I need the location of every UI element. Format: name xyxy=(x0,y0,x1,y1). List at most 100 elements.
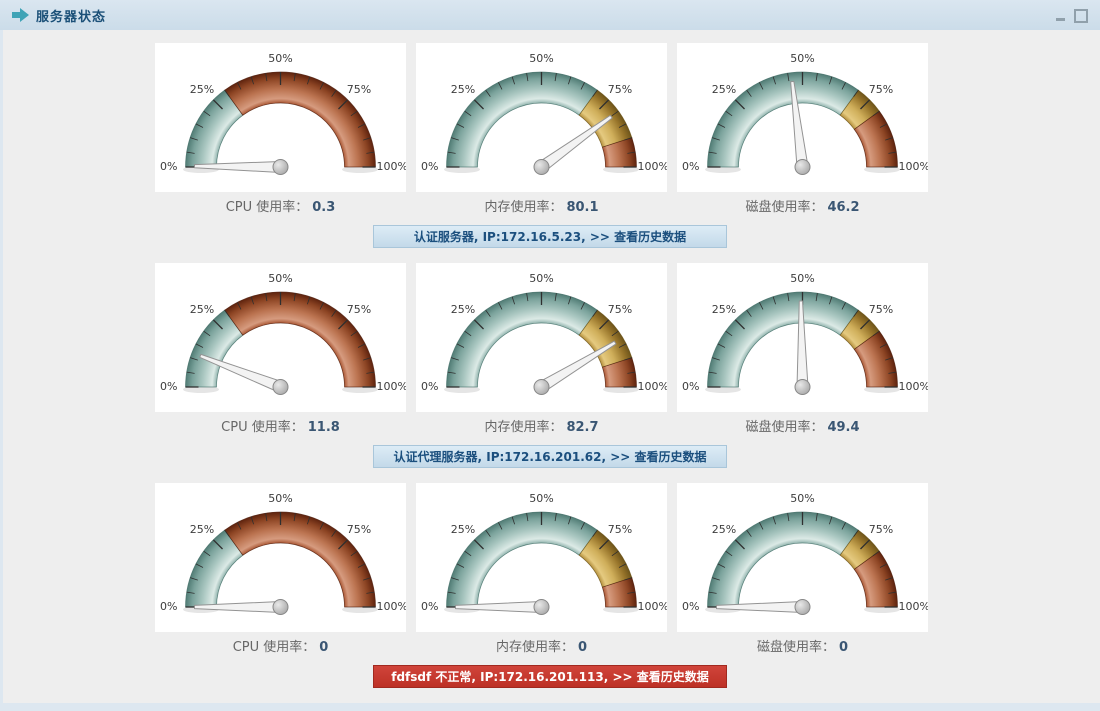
metric-value: 80.1 xyxy=(566,200,599,215)
title-bar: 服务器状态 xyxy=(0,0,1100,30)
svg-text:100%: 100% xyxy=(899,600,929,613)
svg-text:25%: 25% xyxy=(712,523,736,536)
gauge-panel-cpu: 0% 25% 50% 75% 100% xyxy=(155,483,406,632)
svg-text:0%: 0% xyxy=(160,380,177,393)
gauge-panel-cpu: 0% 25% 50% 75% 100% xyxy=(155,263,406,412)
maximize-button[interactable] xyxy=(1074,9,1088,23)
metric-label-row: CPU 使用率： 0 内存使用率： 0 磁盘使用率： 0 xyxy=(155,636,1100,655)
svg-text:100%: 100% xyxy=(377,380,407,393)
disk-usage-label: 磁盘使用率： 0 xyxy=(677,636,928,655)
metric-name: 内存使用率： xyxy=(484,420,563,435)
svg-text:100%: 100% xyxy=(899,160,929,173)
arrow-right-icon xyxy=(12,8,29,22)
svg-text:100%: 100% xyxy=(377,600,407,613)
server-block: 0% 25% 50% 75% 100% 0% 25% 50% 75% 100% 0% 25% 50%… xyxy=(0,263,1100,468)
svg-text:50%: 50% xyxy=(790,52,814,65)
memory-usage-label: 内存使用率： 82.7 xyxy=(416,416,667,435)
metric-name: 磁盘使用率： xyxy=(745,200,824,215)
svg-text:75%: 75% xyxy=(608,303,632,316)
metric-name: CPU 使用率： xyxy=(232,640,316,655)
svg-text:0%: 0% xyxy=(682,160,699,173)
svg-text:100%: 100% xyxy=(899,380,929,393)
svg-text:75%: 75% xyxy=(347,83,371,96)
metric-value: 49.4 xyxy=(827,420,860,435)
cpu-gauge-chart: 0% 25% 50% 75% 100% xyxy=(155,43,406,192)
cpu-gauge-chart: 0% 25% 50% 75% 100% xyxy=(155,263,406,412)
server-history-link-banner[interactable]: 认证代理服务器, IP:172.16.201.62, >> 查看历史数据 xyxy=(373,445,727,468)
svg-text:0%: 0% xyxy=(682,600,699,613)
disk-gauge-chart: 0% 25% 50% 75% 100% xyxy=(677,43,928,192)
metric-value: 46.2 xyxy=(827,200,860,215)
svg-text:100%: 100% xyxy=(638,160,668,173)
metric-value: 0 xyxy=(319,640,329,655)
cpu-usage-label: CPU 使用率： 11.8 xyxy=(155,416,406,435)
svg-text:75%: 75% xyxy=(608,83,632,96)
cpu-gauge-chart: 0% 25% 50% 75% 100% xyxy=(155,483,406,632)
svg-text:25%: 25% xyxy=(190,523,214,536)
svg-text:25%: 25% xyxy=(190,83,214,96)
svg-text:75%: 75% xyxy=(347,303,371,316)
memory-usage-label: 内存使用率： 80.1 xyxy=(416,196,667,215)
metric-value: 11.8 xyxy=(307,420,340,435)
disk-gauge-chart: 0% 25% 50% 75% 100% xyxy=(677,483,928,632)
metric-label-row: CPU 使用率： 0.3 内存使用率： 80.1 磁盘使用率： 46.2 xyxy=(155,196,1100,215)
server-alert-history-link-banner[interactable]: fdfsdf 不正常, IP:172.16.201.113, >> 查看历史数据 xyxy=(373,665,727,688)
gauge-row: 0% 25% 50% 75% 100% 0% 25% 50% 75% 100% 0% 25% 50%… xyxy=(155,43,1100,192)
svg-text:25%: 25% xyxy=(451,303,475,316)
svg-text:25%: 25% xyxy=(712,303,736,316)
server-block: 0% 25% 50% 75% 100% 0% 25% 50% 75% 100% 0% 25% 50%… xyxy=(0,43,1100,248)
svg-text:75%: 75% xyxy=(347,523,371,536)
server-block: 0% 25% 50% 75% 100% 0% 25% 50% 75% 100% 0% 25% 50%… xyxy=(0,483,1100,688)
svg-text:100%: 100% xyxy=(377,160,407,173)
memory-gauge-chart: 0% 25% 50% 75% 100% xyxy=(416,483,667,632)
svg-text:25%: 25% xyxy=(190,303,214,316)
svg-text:100%: 100% xyxy=(638,600,668,613)
svg-text:50%: 50% xyxy=(529,272,553,285)
metric-name: 磁盘使用率： xyxy=(756,640,835,655)
svg-text:75%: 75% xyxy=(608,523,632,536)
svg-text:50%: 50% xyxy=(790,272,814,285)
window-bottom-border xyxy=(0,703,1100,711)
server-history-link-banner[interactable]: 认证服务器, IP:172.16.5.23, >> 查看历史数据 xyxy=(373,225,727,248)
minimize-button[interactable] xyxy=(1056,18,1065,21)
svg-text:100%: 100% xyxy=(638,380,668,393)
metric-name: CPU 使用率： xyxy=(221,420,304,435)
server-status-dashboard: 0% 25% 50% 75% 100% 0% 25% 50% 75% 100% 0% 25% 50%… xyxy=(0,30,1100,688)
gauge-row: 0% 25% 50% 75% 100% 0% 25% 50% 75% 100% 0% 25% 50%… xyxy=(155,263,1100,412)
gauge-row: 0% 25% 50% 75% 100% 0% 25% 50% 75% 100% 0% 25% 50%… xyxy=(155,483,1100,632)
metric-value: 82.7 xyxy=(566,420,599,435)
gauge-panel-memory: 0% 25% 50% 75% 100% xyxy=(416,43,667,192)
gauge-panel-disk: 0% 25% 50% 75% 100% xyxy=(677,263,928,412)
metric-value: 0 xyxy=(577,640,588,655)
svg-text:0%: 0% xyxy=(682,380,699,393)
memory-gauge-chart: 0% 25% 50% 75% 100% xyxy=(416,263,667,412)
page-title: 服务器状态 xyxy=(36,9,107,25)
disk-usage-label: 磁盘使用率： 49.4 xyxy=(677,416,928,435)
gauge-panel-cpu: 0% 25% 50% 75% 100% xyxy=(155,43,406,192)
metric-name: 内存使用率： xyxy=(484,200,563,215)
svg-text:50%: 50% xyxy=(268,272,292,285)
gauge-panel-memory: 0% 25% 50% 75% 100% xyxy=(416,483,667,632)
window-controls xyxy=(1056,7,1088,23)
memory-usage-label: 内存使用率： 0 xyxy=(416,636,667,655)
svg-text:75%: 75% xyxy=(869,83,893,96)
cpu-usage-label: CPU 使用率： 0.3 xyxy=(155,196,406,215)
metric-value: 0.3 xyxy=(312,200,336,215)
svg-text:50%: 50% xyxy=(268,52,292,65)
svg-text:50%: 50% xyxy=(529,52,553,65)
gauge-panel-memory: 0% 25% 50% 75% 100% xyxy=(416,263,667,412)
svg-text:25%: 25% xyxy=(451,83,475,96)
svg-text:0%: 0% xyxy=(160,160,177,173)
window-left-border xyxy=(0,30,3,711)
metric-name: CPU 使用率： xyxy=(225,200,309,215)
svg-text:0%: 0% xyxy=(421,600,438,613)
svg-text:50%: 50% xyxy=(529,492,553,505)
svg-text:0%: 0% xyxy=(421,160,438,173)
svg-text:0%: 0% xyxy=(421,380,438,393)
disk-gauge-chart: 0% 25% 50% 75% 100% xyxy=(677,263,928,412)
svg-text:75%: 75% xyxy=(869,303,893,316)
metric-label-row: CPU 使用率： 11.8 内存使用率： 82.7 磁盘使用率： 49.4 xyxy=(155,416,1100,435)
memory-gauge-chart: 0% 25% 50% 75% 100% xyxy=(416,43,667,192)
svg-text:50%: 50% xyxy=(268,492,292,505)
metric-name: 内存使用率： xyxy=(495,640,574,655)
